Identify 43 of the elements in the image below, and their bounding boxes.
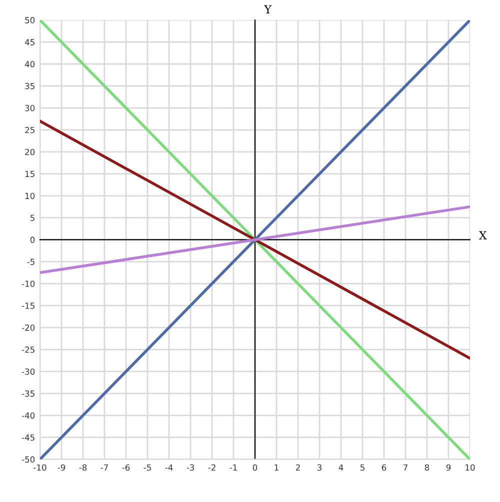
x-tick-label: -4 bbox=[165, 464, 173, 471]
y-tick-label: -50 bbox=[22, 456, 35, 463]
y-tick-label: -20 bbox=[22, 324, 35, 331]
y-tick-label: 20 bbox=[25, 148, 35, 156]
x-tick-label: -8 bbox=[79, 464, 87, 471]
x-tick-label: 2 bbox=[296, 464, 300, 471]
x-tick-label: 0 bbox=[252, 464, 258, 471]
x-tick-label: -5 bbox=[144, 464, 151, 471]
x-tick-label: -1 bbox=[230, 464, 237, 471]
y-axis-title: Y bbox=[264, 5, 272, 14]
y-tick-label: -35 bbox=[22, 390, 34, 397]
x-tick-label: -2 bbox=[208, 464, 216, 471]
x-tick-label: -6 bbox=[122, 464, 130, 471]
x-tick-label: 5 bbox=[360, 464, 364, 471]
y-tick-label: 35 bbox=[25, 82, 34, 90]
x-tick-label: 4 bbox=[338, 464, 344, 471]
y-tick-label: 25 bbox=[25, 126, 34, 134]
x-tick-label: -3 bbox=[186, 464, 194, 471]
y-tick-label: -15 bbox=[22, 302, 34, 309]
y-tick-label: -45 bbox=[22, 434, 34, 441]
y-tick-label: 45 bbox=[24, 39, 34, 46]
y-tick-label: 10 bbox=[25, 192, 35, 200]
y-tick-label: 40 bbox=[24, 60, 35, 68]
x-tick-label: 6 bbox=[382, 464, 386, 471]
y-tick-label: 0 bbox=[30, 236, 35, 243]
y-tick-label: -40 bbox=[22, 412, 35, 419]
x-tick-label: 7 bbox=[404, 464, 408, 471]
x-tick-label: -9 bbox=[58, 464, 66, 471]
x-axis-title: X bbox=[479, 231, 487, 240]
y-tick-label: 30 bbox=[25, 104, 35, 112]
y-tick-label: 15 bbox=[25, 170, 34, 178]
y-tick-label: -10 bbox=[22, 280, 35, 287]
x-tick-label: 9 bbox=[446, 464, 451, 471]
y-tick-label: 5 bbox=[30, 214, 34, 222]
y-tick-label: 50 bbox=[25, 17, 35, 24]
y-tick-label: -25 bbox=[22, 346, 34, 353]
x-tick-label: 8 bbox=[424, 464, 430, 471]
x-tick-label: 1 bbox=[274, 464, 278, 471]
x-tick-label: 3 bbox=[317, 464, 322, 471]
x-tick-label: 10 bbox=[466, 464, 475, 471]
y-tick-label: -30 bbox=[22, 368, 35, 375]
x-tick-label: -7 bbox=[100, 464, 108, 471]
y-tick-label: -5 bbox=[27, 258, 34, 265]
